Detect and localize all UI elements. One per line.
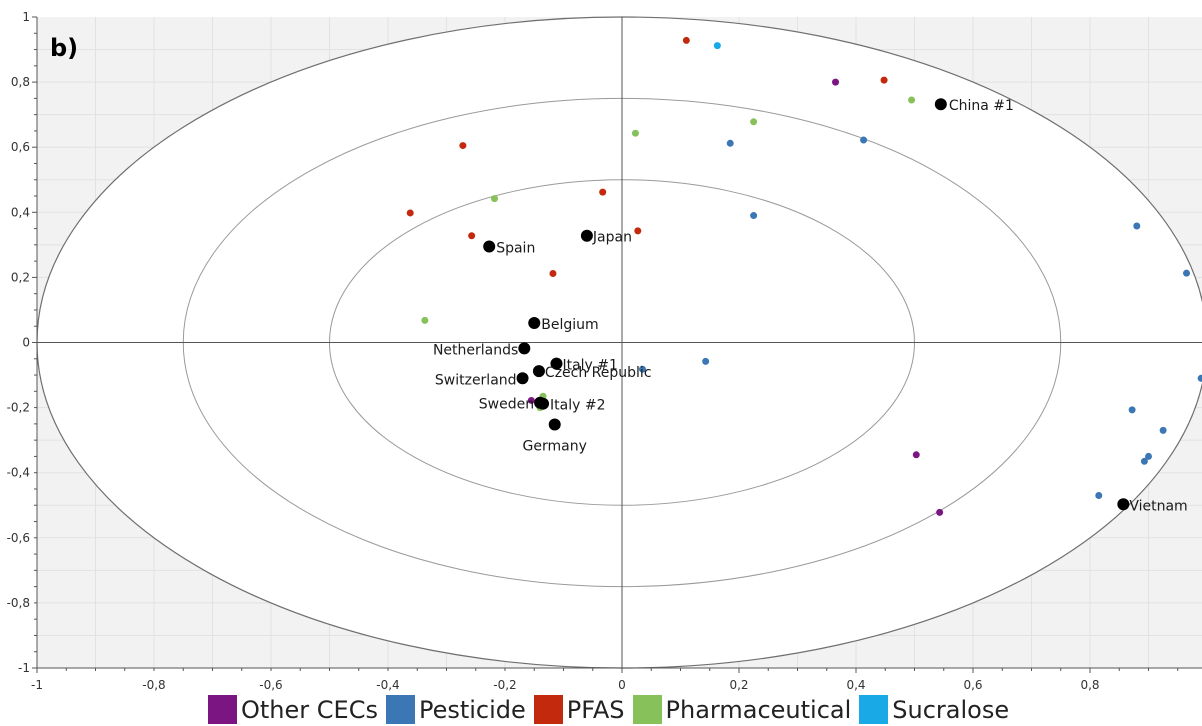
legend-label-pfas: PFAS	[566, 695, 625, 724]
x-tick-label: -0,6	[259, 678, 282, 692]
pharmaceutical-point	[908, 96, 916, 104]
pesticide-point	[860, 136, 868, 144]
sample-label-spain: Spain	[496, 240, 535, 256]
x-tick-label: 0,2	[729, 678, 748, 692]
x-tick-label: 0	[618, 678, 626, 692]
pesticide-point	[1133, 222, 1141, 230]
pesticide-point	[1095, 491, 1103, 499]
pesticide-point	[1197, 374, 1202, 382]
legend-item-other-cecs: Other CECs	[208, 695, 378, 724]
legend-item-sucralose: Sucralose	[859, 695, 1009, 724]
legend-label-pharmaceutical: Pharmaceutical	[665, 695, 852, 724]
y-tick-label: 0,8	[11, 75, 30, 89]
sample-label-china-1: China #1	[949, 98, 1014, 114]
other-cecs-point	[936, 508, 944, 516]
sample-label-italy-1: Italy #1	[562, 358, 617, 374]
other-cecs-point	[912, 451, 920, 459]
sample-point-switzerland	[516, 372, 529, 385]
pharmaceutical-point	[631, 129, 639, 137]
pfas-point	[468, 232, 476, 240]
x-tick-label: 0,6	[963, 678, 982, 692]
sample-point-japan	[580, 229, 593, 242]
sample-point-china-1	[934, 98, 947, 111]
legend-item-pfas: PFAS	[533, 695, 625, 724]
sample-label-sweden: Sweden	[479, 397, 534, 413]
pfas-point	[406, 209, 414, 217]
sample-point-netherlands	[518, 342, 531, 355]
legend-item-pesticide: Pesticide	[385, 695, 526, 724]
y-tick-label: 0,4	[11, 205, 30, 219]
pharmaceutical-point	[490, 195, 498, 203]
pfas-point	[634, 227, 642, 235]
legend-swatch-other-cecs	[208, 695, 237, 724]
sample-label-vietnam: Vietnam	[1129, 498, 1187, 514]
sample-label-belgium: Belgium	[541, 317, 598, 333]
axes	[32, 16, 1202, 673]
sample-point-belgium	[528, 316, 541, 329]
y-tick-label: -0,4	[7, 466, 30, 480]
pesticide-point	[1145, 452, 1152, 460]
pfas-point	[880, 76, 888, 84]
y-tick-label: -1	[18, 661, 30, 675]
legend-label-sucralose: Sucralose	[892, 695, 1010, 724]
sample-label-germany: Germany	[523, 439, 587, 455]
y-tick-label: 0,2	[11, 270, 30, 284]
variable-points	[406, 36, 1202, 516]
y-tick-label: 1	[22, 10, 30, 24]
y-tick-label: -0,8	[7, 596, 30, 610]
legend-label-pesticide: Pesticide	[418, 695, 526, 724]
x-tick-label: 0,8	[1080, 678, 1099, 692]
legend: Other CECs Pesticide PFAS Pharmaceutical Suc…	[208, 693, 1017, 726]
legend-swatch-pharmaceutical	[632, 695, 662, 724]
sucralose-point	[713, 42, 721, 50]
y-tick-label: -0,6	[7, 531, 30, 545]
x-tick-label: -1	[31, 678, 43, 692]
legend-item-pharmaceutical: Pharmaceutical	[632, 695, 852, 724]
y-tick-labels: 1 0,8 0,6 0,4 0,2 0 -0,2 -0,4 -0,6 -0,8 -1	[7, 10, 30, 675]
other-cecs-point	[832, 78, 840, 86]
pfas-point	[459, 142, 467, 150]
y-tick-label: 0,6	[11, 140, 30, 154]
y-tick-label: -0,2	[7, 401, 30, 415]
sample-point-spain	[483, 240, 496, 253]
pesticide-point	[1140, 457, 1148, 465]
sample-point-germany	[548, 418, 561, 431]
x-tick-label: 0,4	[846, 678, 865, 692]
sample-label-switzerland: Switzerland	[435, 372, 517, 388]
y-tick-label: 0	[22, 336, 30, 350]
sample-label-japan: Japan	[592, 230, 632, 246]
pfas-point	[682, 36, 690, 44]
sample-point-italy-1	[550, 357, 563, 370]
pesticide-point	[1183, 269, 1191, 277]
legend-swatch-sucralose	[859, 695, 889, 724]
legend-swatch-pfas	[533, 695, 563, 724]
pharmaceutical-point	[750, 118, 758, 126]
x-tick-labels: -1 -0,8 -0,6 -0,4 -0,2 0 0,2 0,4 0,6 0,8	[31, 678, 1100, 692]
legend-swatch-pesticide	[385, 695, 415, 724]
x-tick-label: -0,2	[493, 678, 516, 692]
sample-label-italy-2: Italy #2	[550, 398, 605, 414]
pesticide-point	[750, 212, 758, 220]
other-cecs-point	[527, 396, 535, 404]
sample-points: China #1 Spain Japan Belgium Netherlands Ital…	[433, 98, 1188, 514]
pesticide-point	[638, 365, 646, 373]
pesticide-point	[702, 357, 710, 365]
pfas-point	[599, 188, 607, 196]
sample-label-netherlands: Netherlands	[433, 342, 518, 358]
sample-point-italy-2	[537, 397, 550, 410]
pharmaceutical-point	[421, 316, 429, 324]
pesticide-point	[1159, 426, 1167, 434]
panel-label: b)	[50, 34, 78, 62]
sample-point-vietnam	[1117, 498, 1130, 511]
x-tick-label: -0,4	[376, 678, 399, 692]
pfas-point	[549, 269, 557, 277]
sample-label-czech-republic: Czech Republic	[545, 365, 652, 381]
chart-svg: -1 -0,8 -0,6 -0,4 -0,2 0 0,2 0,4 0,6 0,8 1 0,8 0,6 0…	[7, 10, 1202, 692]
pesticide-point	[1128, 406, 1136, 414]
sample-point-czech-republic	[532, 365, 545, 378]
x-tick-label: -0,8	[142, 678, 165, 692]
legend-label-other-cecs: Other CECs	[241, 695, 378, 724]
pesticide-point	[726, 139, 734, 147]
